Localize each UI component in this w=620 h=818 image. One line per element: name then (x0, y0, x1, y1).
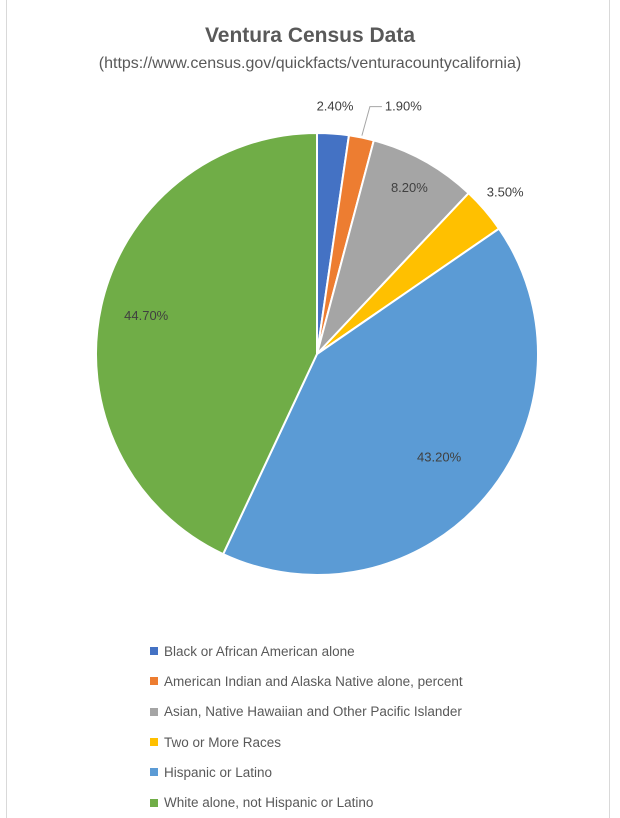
leader-line (361, 106, 382, 136)
pie-data-label-4: 3.50% (487, 185, 524, 200)
pie-data-label-2: 1.90% (385, 99, 422, 114)
legend-item: Two or More Races (150, 727, 590, 757)
legend-item: Hispanic or Latino (150, 757, 590, 787)
pie-slice-6 (95, 131, 318, 556)
legend-item: American Indian and Alaska Native alone,… (150, 666, 590, 696)
chart-legend: Black or African American alone American … (150, 636, 590, 818)
legend-label: Black or African American alone (164, 643, 355, 659)
chart-title: Ventura Census Data (204, 24, 416, 47)
pie-slice-5 (221, 227, 539, 577)
legend-swatch (150, 738, 158, 747)
legend-swatch (150, 677, 158, 686)
legend-label: Asian, Native Hawaiian and Other Pacific… (164, 704, 462, 720)
legend-label: American Indian and Alaska Native alone,… (164, 673, 463, 689)
pie-data-labels: 2.40% 1.90% 8.20% 3.50% 43.20% 44.70% (124, 99, 524, 465)
pie-data-label-1: 2.40% (317, 99, 354, 114)
pie-slice-3 (316, 139, 471, 355)
legend-label: Hispanic or Latino (164, 764, 273, 780)
chart-frame (6, 0, 610, 818)
legend-swatch (150, 647, 158, 656)
legend-label: Two or More Races (164, 734, 282, 750)
legend-swatch (150, 707, 158, 716)
legend-item: Black or African American alone (150, 636, 590, 666)
pie-data-label-3: 8.20% (391, 180, 428, 195)
legend-swatch (150, 798, 158, 807)
legend-item: Asian, Native Hawaiian and Other Pacific… (150, 697, 590, 727)
pie-data-label-5: 43.20% (417, 449, 462, 464)
pie-slices (95, 131, 539, 577)
legend-swatch (150, 768, 158, 777)
pie-data-label-6: 44.70% (124, 308, 169, 323)
legend-label: White alone, not Hispanic or Latino (164, 795, 374, 811)
chart-subtitle: (https://www.census.gov/quickfacts/ventu… (98, 55, 522, 72)
pie-leader-lines (361, 106, 382, 136)
pie-chart: 2.40% 1.90% 8.20% 3.50% 43.20% 44.70% (95, 99, 539, 577)
legend-item: White alone, not Hispanic or Latino (150, 787, 590, 817)
